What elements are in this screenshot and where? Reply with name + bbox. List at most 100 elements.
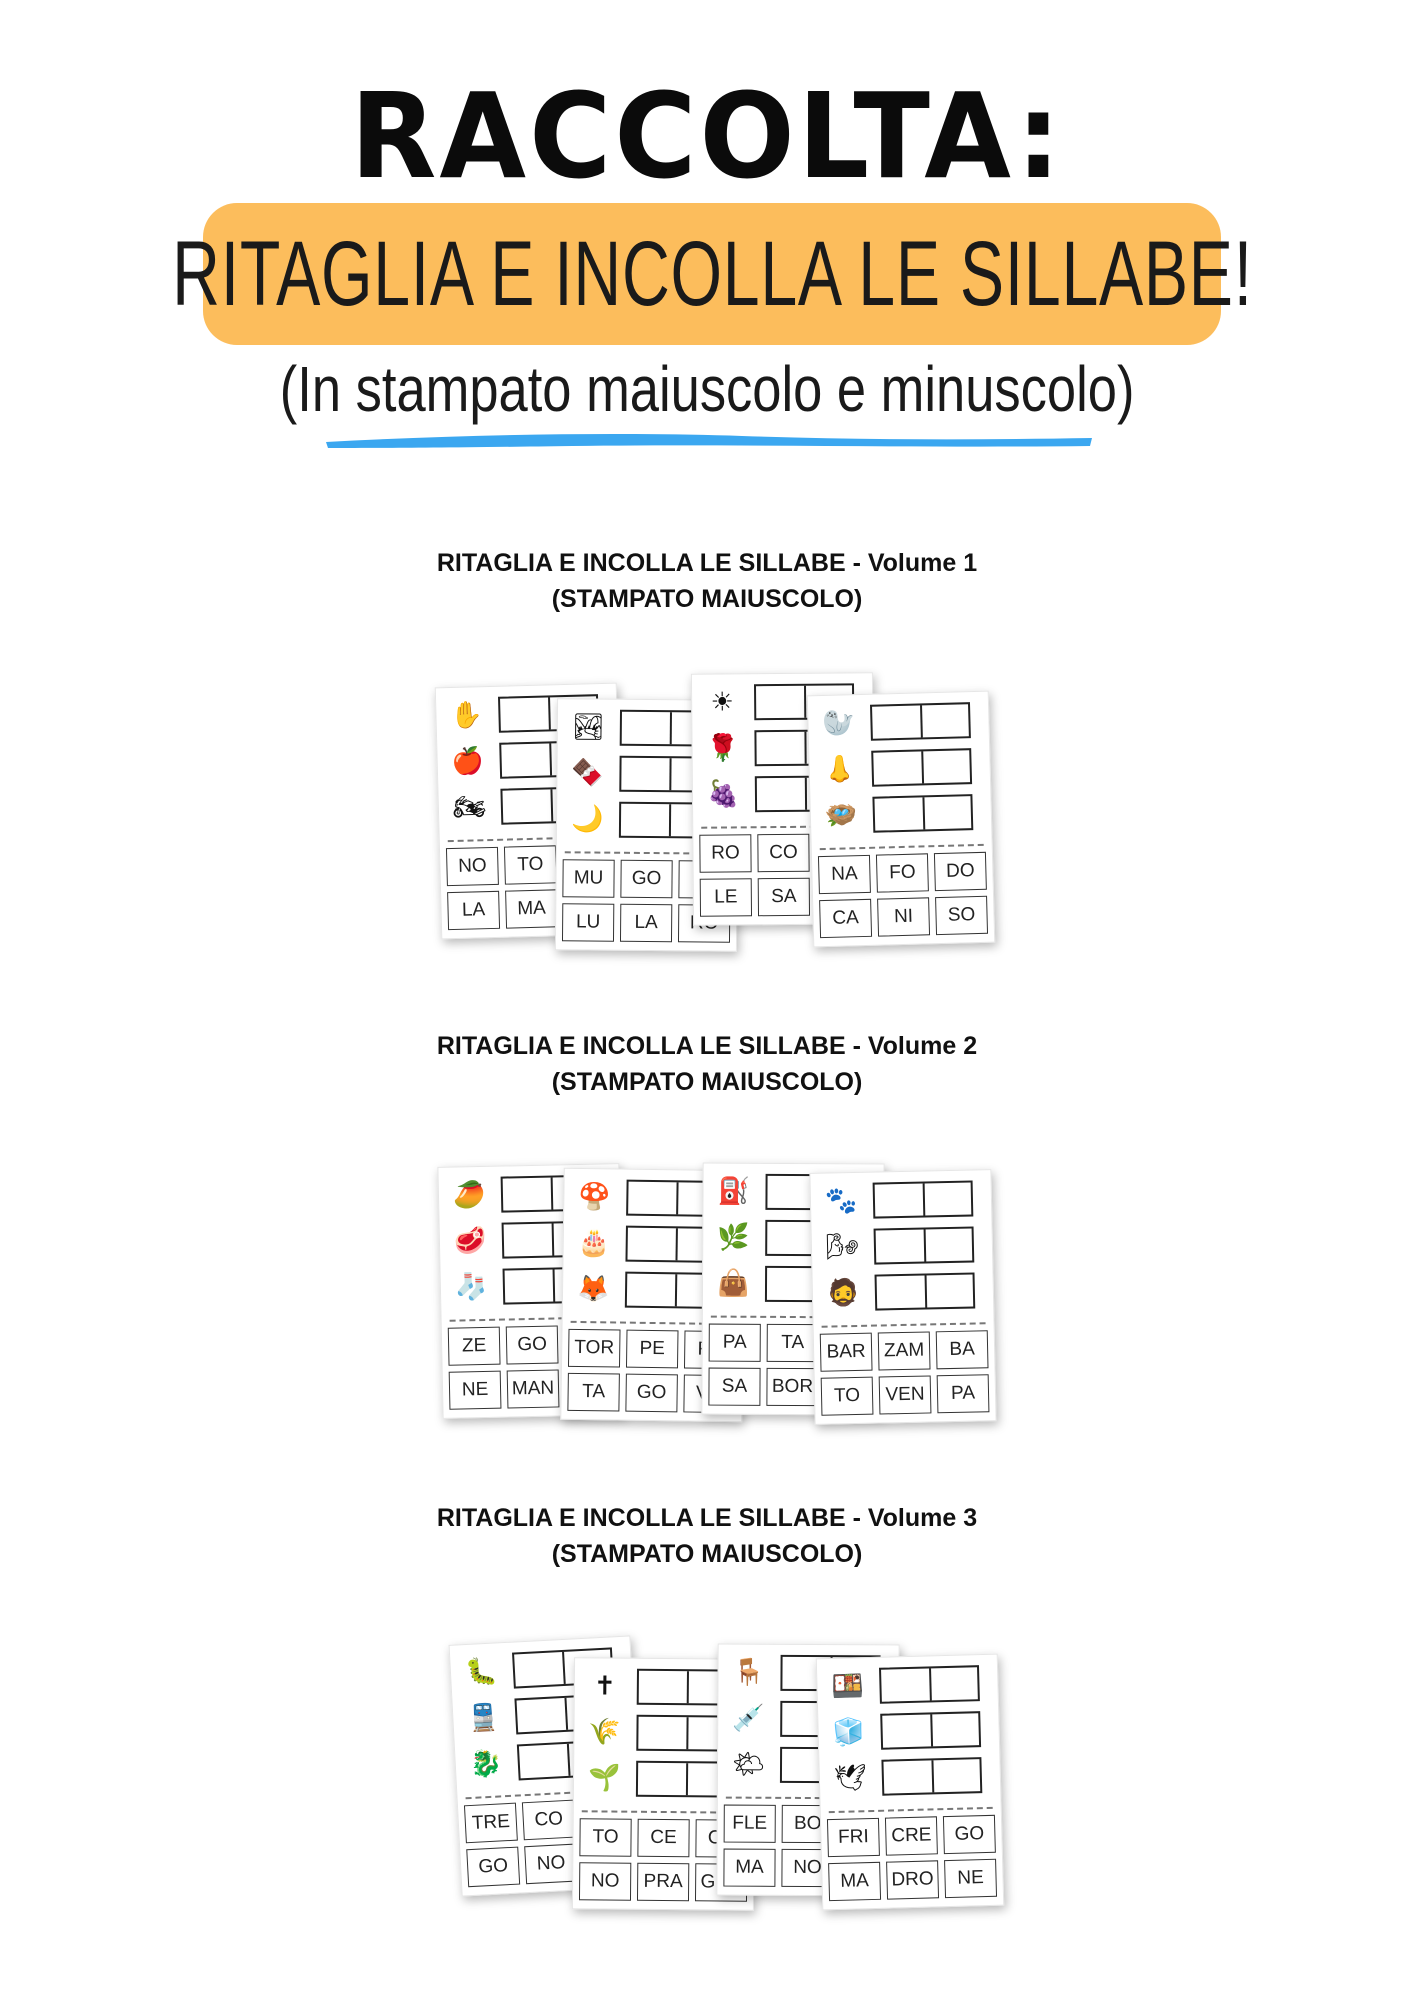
picture-icon: 🌙: [570, 804, 604, 835]
syllable-tile: TO: [820, 1376, 874, 1416]
volume-heading: RITAGLIA E INCOLLA LE SILLABE - Volume 1…: [0, 545, 1414, 617]
volume-title: RITAGLIA E INCOLLA LE SILLABE - Volume 1: [436, 549, 978, 577]
syllable-tile: NI: [877, 897, 931, 937]
picture-icon: 🍇: [706, 779, 740, 810]
worksheet-preview: ✋🍎🏍NOTOLAMA🏞🍫🌙MUGONLULARO☀🌹🍇ROCOLESA🦭👃🪺N…: [434, 672, 998, 952]
syllable-tile: LU: [561, 903, 615, 942]
syllable-tile: GO: [942, 1814, 996, 1855]
picture-icon: 🧊: [832, 1717, 866, 1749]
picture-icon: 👃: [823, 754, 857, 786]
syllable-tile: NO: [578, 1862, 632, 1901]
page-title: RACCOLTA:: [350, 68, 1064, 206]
picture-icon: 👜: [716, 1268, 750, 1299]
syllable-tile: TO: [503, 845, 557, 885]
picture-icon: 🦊: [576, 1273, 610, 1305]
syllable-tile: NO: [445, 846, 499, 887]
subtitle-text: (In stampato maiuscolo e minuscolo): [279, 353, 1135, 425]
picture-icon: 🕊: [833, 1763, 868, 1794]
brush-underline: [326, 434, 1092, 448]
syllable-tile: DRO: [886, 1860, 940, 1900]
worksheet-page: 🍱 🧊 🕊 FRI CRE GO MA DRO NE: [815, 1653, 1005, 1911]
syllable-tile: BOR: [766, 1367, 819, 1407]
syllable-boxes: [872, 1180, 974, 1219]
syllable-tile: TA: [567, 1372, 620, 1412]
syllable-tile: SA: [708, 1367, 761, 1406]
picture-icon: 🌬: [825, 1231, 860, 1263]
volume-subtitle: (STAMPATO MAIUSCOLO): [551, 1540, 863, 1568]
volume-heading: RITAGLIA E INCOLLA LE SILLABE - Volume 2…: [0, 1028, 1414, 1100]
picture-icon: ⛽: [717, 1176, 750, 1207]
picture-icon: 🐉: [469, 1748, 503, 1780]
syllable-tile: GO: [620, 859, 673, 899]
syllable-tile: TO: [579, 1818, 632, 1857]
syllable-tile: MU: [562, 859, 615, 898]
picture-icon: ✋: [450, 700, 484, 732]
syllable-boxes: [878, 1665, 980, 1704]
syllable-tile: PA: [936, 1374, 990, 1414]
syllable-tile: CE: [637, 1818, 690, 1858]
picture-icon: 🍎: [451, 746, 485, 778]
syllable-tile: CO: [757, 833, 810, 873]
volume-subtitle: (STAMPATO MAIUSCOLO): [551, 1068, 863, 1096]
picture-icon: 🧦: [454, 1271, 488, 1303]
syllable-tile: TRE: [463, 1802, 518, 1844]
picture-icon: ✝: [593, 1671, 616, 1702]
picture-icon: 🌾: [588, 1717, 621, 1748]
syllable-tile: TOR: [567, 1328, 621, 1368]
picture-icon: 🍄: [578, 1181, 611, 1213]
syllable-tile: PE: [625, 1329, 679, 1369]
syllable-boxes: [873, 1226, 975, 1265]
syllable-tile: NA: [817, 854, 871, 895]
picture-icon: 🧔: [826, 1277, 860, 1309]
picture-icon: 🍫: [571, 758, 604, 789]
worksheet-preview: 🥭🥩🧦ZEGONEMAN🍄🎂🦊TORPEFUTAGOVO⛽🌿👜PATASABOR…: [437, 1162, 1000, 1425]
picture-icon: 🥭: [452, 1179, 486, 1211]
picture-icon: 🏍: [452, 792, 487, 823]
picture-icon: 🌤: [731, 1749, 766, 1780]
picture-icon: 🪑: [732, 1657, 765, 1688]
syllable-boxes: [874, 1272, 976, 1311]
volume-subtitle: (STAMPATO MAIUSCOLO): [551, 585, 863, 613]
syllable-tiles: NA FO DO CA NI SO: [817, 851, 989, 942]
syllable-tile: MA: [828, 1861, 882, 1902]
syllable-tile: ZAM: [877, 1331, 931, 1371]
syllable-boxes: [869, 702, 971, 741]
picture-icon: 🌿: [717, 1222, 750, 1253]
syllable-tile: MAN: [506, 1369, 560, 1409]
syllable-tile: ZE: [447, 1326, 501, 1366]
volume-heading: RITAGLIA E INCOLLA LE SILLABE - Volume 3…: [0, 1500, 1414, 1572]
syllable-tile: PRA: [636, 1862, 690, 1902]
syllable-boxes: [872, 794, 974, 833]
syllable-tile: LA: [619, 903, 673, 943]
cut-line: [828, 1806, 993, 1814]
cut-line: [821, 1322, 986, 1328]
syllable-tile: VEN: [878, 1375, 932, 1415]
picture-icon: 🏞: [571, 712, 605, 743]
syllable-tile: SO: [935, 895, 989, 936]
word-row: 🐾: [821, 1178, 982, 1221]
syllable-tile: BAR: [819, 1332, 873, 1372]
title-banner: RITAGLIA E INCOLLA LE SILLABE!: [172, 203, 1252, 345]
syllable-tile: RO: [699, 834, 752, 873]
picture-icon: 🎂: [577, 1227, 611, 1259]
syllable-tile: BA: [935, 1330, 989, 1370]
picture-icon: 🦭: [822, 708, 856, 740]
syllable-tile: FO: [875, 853, 929, 893]
word-row: 👃: [819, 746, 980, 790]
picture-icon: 🍱: [831, 1671, 865, 1703]
volume-title: RITAGLIA E INCOLLA LE SILLABE - Volume 2: [436, 1032, 978, 1060]
word-row: 🧊: [828, 1709, 989, 1753]
syllable-tiles: BAR ZAM BA TO VEN PA: [819, 1330, 990, 1419]
word-row: 🦭: [818, 700, 979, 744]
word-row: 🧔: [822, 1270, 983, 1313]
syllable-tile: GO: [625, 1373, 678, 1413]
syllable-tile: NO: [524, 1843, 579, 1885]
syllable-tile: TA: [766, 1323, 819, 1363]
syllable-tile: LA: [447, 890, 501, 931]
word-row: 🕊: [829, 1755, 990, 1799]
syllable-tile: PA: [708, 1323, 761, 1362]
picture-icon: 🌱: [587, 1763, 621, 1794]
syllable-tile: CRE: [884, 1816, 938, 1856]
syllable-tile: GO: [505, 1325, 559, 1365]
picture-icon: 🚆: [466, 1702, 501, 1735]
